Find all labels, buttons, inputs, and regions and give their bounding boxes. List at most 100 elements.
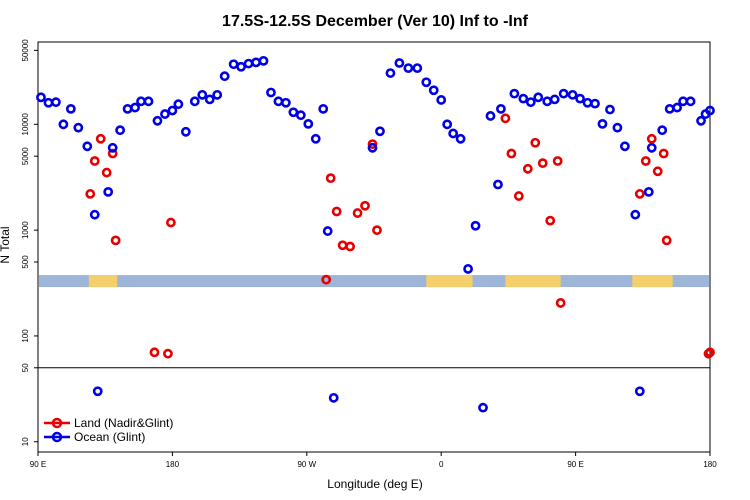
point-s1-21 [189,96,200,107]
point-s1-56 [485,111,496,121]
point-s1-48 [428,85,439,96]
y-tick-label-0: 10 [21,437,30,446]
point-s0-1 [89,156,100,166]
land-band-1 [426,275,473,288]
point-s1-5 [73,122,84,133]
point-s1-23 [204,94,215,105]
point-s1-46 [412,63,423,73]
point-s0-27 [555,298,566,308]
legend: Land (Nadir&Glint) Ocean (Glint) [42,412,192,446]
point-s1-72 [612,122,623,133]
point-s1-62 [533,92,544,103]
y-axis: 10 50 100 500 1000 5000 10000 50000 [21,39,38,446]
point-s0-35 [703,348,714,359]
point-s1-39 [322,226,333,236]
x-axis: 90 E 180 90 W 0 90 E 180 [30,452,717,469]
legend-marker-ocean [51,431,63,443]
point-s1-78 [657,125,668,136]
plot-area [36,41,715,453]
plot-frame [37,41,711,453]
series-0 [85,113,715,439]
point-s0-8 [166,217,176,228]
point-s0-16 [360,200,370,211]
point-s0-25 [545,215,556,226]
land-band-3 [632,275,673,288]
point-s0-33 [661,235,672,246]
point-s0-19 [500,113,511,124]
point-s1-2 [51,97,61,108]
point-s1-45 [403,63,414,73]
point-s1-11 [115,125,126,136]
point-s0-2 [95,133,106,144]
legend-marker-land [51,417,63,429]
series-1 [36,55,715,413]
point-s1-10 [107,142,118,153]
point-s1-85 [705,105,715,116]
point-s1-61 [525,97,536,108]
point-s1-49 [436,95,447,105]
x-axis-label: Longitude (deg E) [327,477,422,491]
point-s1-77 [646,142,657,153]
x-tick-label-1: 180 [166,460,180,469]
point-s0-23 [530,137,541,148]
point-s1-4 [65,103,76,114]
point-s1-65 [558,88,569,99]
point-s1-30 [258,55,269,66]
point-s1-19 [173,99,184,110]
point-s1-64 [549,94,560,105]
point-s1-13 [130,102,140,113]
point-s0-31 [652,166,663,177]
point-s1-33 [280,97,291,108]
legend-label-ocean: Ocean (Glint) [74,430,145,444]
point-s1-54 [470,220,481,231]
point-s1-76 [643,186,654,197]
point-s1-31 [266,87,276,98]
point-s0-30 [646,133,657,144]
land-band-2 [505,275,561,288]
point-s0-6 [149,347,160,358]
point-s0-24 [537,158,548,169]
point-s0-10 [321,274,332,285]
legend-label-land: Land (Nadir&Glint) [74,416,173,430]
point-s1-80 [672,102,683,113]
point-s1-47 [421,77,432,88]
x-tick-label-2: 90 W [297,460,316,469]
point-s1-55 [478,402,488,413]
point-s1-22 [197,89,208,100]
point-s1-52 [455,133,466,144]
point-s0-20 [506,148,517,159]
point-s1-69 [590,98,600,109]
point-s0-22 [522,163,533,174]
chart-title: 17.5S-12.5S December (Ver 10) Inf to -In… [222,13,529,30]
point-s1-20 [180,126,191,137]
point-s1-3 [58,119,69,130]
point-s0-3 [101,167,112,178]
point-s1-0 [36,92,46,103]
point-s0-17 [367,139,378,150]
x-tick-label-0: 90 E [30,460,46,469]
point-s1-40 [328,392,339,403]
point-s0-21 [513,191,524,201]
point-s1-44 [394,58,405,68]
point-s1-50 [442,119,453,130]
point-s1-16 [152,115,163,126]
ocean-band [39,275,709,288]
point-s1-67 [575,93,585,104]
point-s1-57 [493,179,503,190]
y-tick-label-5: 5000 [21,147,30,165]
point-s1-38 [318,103,329,114]
point-s1-70 [597,118,608,129]
point-s0-11 [325,173,336,184]
point-s0-7 [163,348,173,359]
y-tick-label-4: 1000 [21,221,30,239]
y-tick-label-7: 50000 [21,39,30,62]
point-s1-71 [605,104,615,115]
point-s1-15 [143,96,154,107]
point-s0-18 [372,225,382,236]
point-s1-37 [310,133,321,144]
x-tick-label-3: 0 [439,460,444,469]
legend-box [42,412,192,446]
point-s1-66 [567,89,578,100]
point-s0-4 [107,148,118,159]
